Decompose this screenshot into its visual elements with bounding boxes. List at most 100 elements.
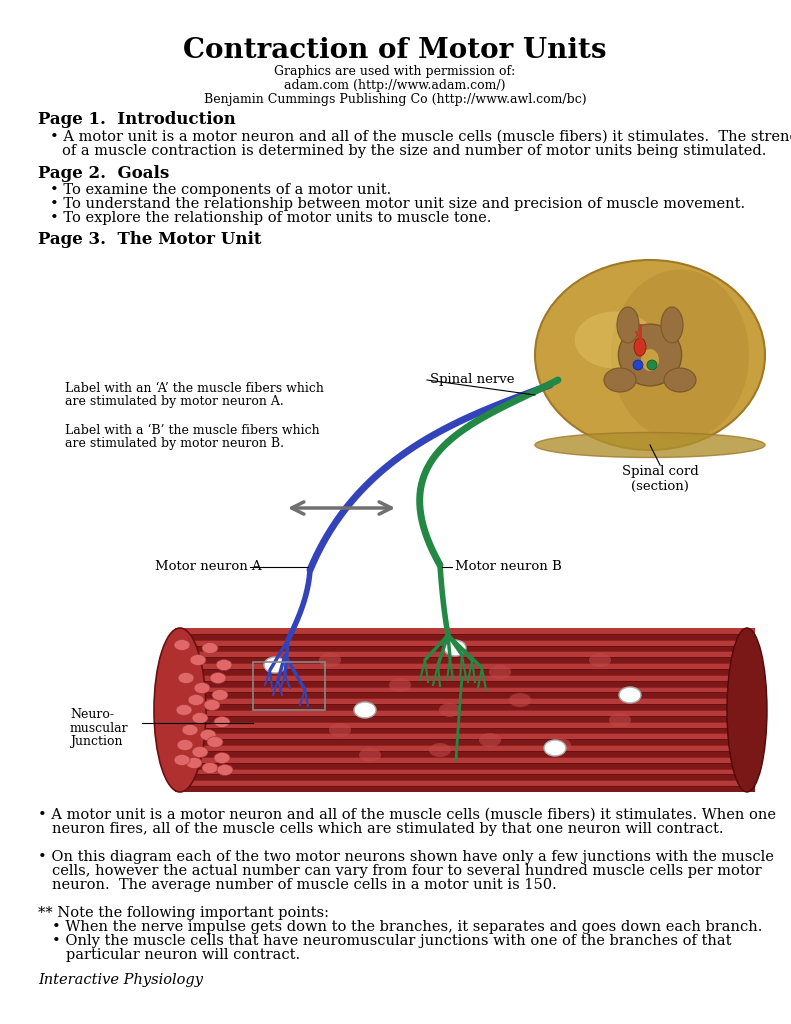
Text: particular neuron will contract.: particular neuron will contract. xyxy=(66,948,300,962)
Bar xyxy=(175,774,755,780)
Bar xyxy=(175,669,755,675)
Bar xyxy=(175,722,755,728)
Ellipse shape xyxy=(186,758,202,768)
Text: • To explore the relationship of motor units to muscle tone.: • To explore the relationship of motor u… xyxy=(50,211,491,225)
Ellipse shape xyxy=(194,683,210,693)
Ellipse shape xyxy=(207,736,223,748)
Text: Page 1.  Introduction: Page 1. Introduction xyxy=(38,112,236,128)
Text: • To examine the components of a motor unit.: • To examine the components of a motor u… xyxy=(50,183,392,197)
Ellipse shape xyxy=(634,338,646,356)
Bar xyxy=(175,640,755,645)
Bar xyxy=(175,664,755,669)
Ellipse shape xyxy=(604,368,636,392)
Text: neuron.  The average number of muscle cells in a motor unit is 150.: neuron. The average number of muscle cel… xyxy=(52,878,557,892)
Bar xyxy=(175,716,755,722)
Ellipse shape xyxy=(617,307,639,343)
Text: Benjamin Cummings Publishing Co (http://www.awl.com/bc): Benjamin Cummings Publishing Co (http://… xyxy=(204,93,586,106)
Ellipse shape xyxy=(535,260,765,450)
Ellipse shape xyxy=(489,665,511,679)
Ellipse shape xyxy=(202,763,218,773)
Text: are stimulated by motor neuron A.: are stimulated by motor neuron A. xyxy=(65,395,284,409)
Ellipse shape xyxy=(214,753,230,764)
Text: Contraction of Motor Units: Contraction of Motor Units xyxy=(184,37,607,63)
Bar xyxy=(175,675,755,681)
Bar xyxy=(175,686,755,692)
Bar xyxy=(175,745,755,751)
Ellipse shape xyxy=(188,694,204,706)
Ellipse shape xyxy=(611,269,749,440)
Ellipse shape xyxy=(190,654,206,666)
Bar xyxy=(175,710,755,716)
Ellipse shape xyxy=(575,311,655,369)
Text: adam.com (http://www.adam.com/): adam.com (http://www.adam.com/) xyxy=(284,80,505,92)
Text: Page 2.  Goals: Page 2. Goals xyxy=(38,166,169,182)
Bar xyxy=(175,651,755,657)
Text: Page 3.  The Motor Unit: Page 3. The Motor Unit xyxy=(38,231,262,249)
Text: ** Note the following important points:: ** Note the following important points: xyxy=(38,906,329,920)
Bar xyxy=(175,733,755,739)
Ellipse shape xyxy=(509,693,531,707)
Text: of a muscle contraction is determined by the size and number of motor units bein: of a muscle contraction is determined by… xyxy=(62,144,766,158)
Ellipse shape xyxy=(535,432,765,458)
Text: muscular: muscular xyxy=(70,722,129,734)
Ellipse shape xyxy=(216,659,232,671)
Text: • On this diagram each of the two motor neurons shown have only a few junctions : • On this diagram each of the two motor … xyxy=(38,850,774,864)
Ellipse shape xyxy=(182,725,198,735)
Ellipse shape xyxy=(479,733,501,746)
Text: Graphics are used with permission of:: Graphics are used with permission of: xyxy=(274,66,516,79)
Text: neuron fires, all of the muscle cells which are stimulated by that one neuron wi: neuron fires, all of the muscle cells wh… xyxy=(52,822,724,836)
Ellipse shape xyxy=(544,740,566,756)
Text: Interactive Physiology: Interactive Physiology xyxy=(38,973,203,987)
Ellipse shape xyxy=(154,628,206,792)
Ellipse shape xyxy=(619,687,641,703)
Ellipse shape xyxy=(217,765,233,775)
Text: cells, however the actual number can vary from four to several hundred muscle ce: cells, however the actual number can var… xyxy=(52,864,762,878)
Text: Motor neuron A: Motor neuron A xyxy=(155,560,262,573)
Circle shape xyxy=(647,360,657,370)
Bar xyxy=(175,628,755,792)
Ellipse shape xyxy=(549,738,571,752)
Bar xyxy=(175,657,755,664)
Ellipse shape xyxy=(609,713,631,727)
Ellipse shape xyxy=(192,746,208,758)
Bar xyxy=(175,786,755,792)
Ellipse shape xyxy=(177,739,193,751)
Bar xyxy=(175,751,755,757)
Ellipse shape xyxy=(619,325,682,386)
Ellipse shape xyxy=(727,628,767,792)
Ellipse shape xyxy=(174,755,190,766)
Bar xyxy=(175,728,755,733)
Text: Label with an ‘A’ the muscle fibers which: Label with an ‘A’ the muscle fibers whic… xyxy=(65,382,324,394)
Text: • When the nerve impulse gets down to the branches, it separates and goes down e: • When the nerve impulse gets down to th… xyxy=(52,920,763,934)
Text: Spinal nerve: Spinal nerve xyxy=(430,374,514,386)
Ellipse shape xyxy=(429,743,451,757)
Ellipse shape xyxy=(264,657,286,673)
Ellipse shape xyxy=(641,349,659,371)
Bar xyxy=(175,634,755,640)
Bar xyxy=(175,705,755,710)
Ellipse shape xyxy=(664,368,696,392)
Ellipse shape xyxy=(174,640,190,650)
Text: • Only the muscle cells that have neuromuscular junctions with one of the branch: • Only the muscle cells that have neurom… xyxy=(52,934,732,948)
Text: Neuro-: Neuro- xyxy=(70,709,114,722)
Ellipse shape xyxy=(389,678,411,692)
Ellipse shape xyxy=(319,653,341,667)
Ellipse shape xyxy=(210,673,226,683)
Text: • A motor unit is a motor neuron and all of the muscle cells (muscle fibers) it : • A motor unit is a motor neuron and all… xyxy=(38,808,776,822)
Bar xyxy=(175,780,755,786)
Ellipse shape xyxy=(359,748,381,762)
Bar xyxy=(175,698,755,705)
Bar xyxy=(175,692,755,698)
Ellipse shape xyxy=(354,702,376,718)
Ellipse shape xyxy=(178,673,194,683)
Ellipse shape xyxy=(212,689,228,700)
Text: Spinal cord
(section): Spinal cord (section) xyxy=(622,465,698,493)
Text: • A motor unit is a motor neuron and all of the muscle cells (muscle fibers) it : • A motor unit is a motor neuron and all… xyxy=(50,130,791,144)
Ellipse shape xyxy=(439,703,461,717)
Bar xyxy=(175,739,755,745)
Ellipse shape xyxy=(661,307,683,343)
Bar xyxy=(253,662,325,710)
Ellipse shape xyxy=(214,717,230,727)
Ellipse shape xyxy=(329,723,351,737)
Ellipse shape xyxy=(200,729,216,740)
